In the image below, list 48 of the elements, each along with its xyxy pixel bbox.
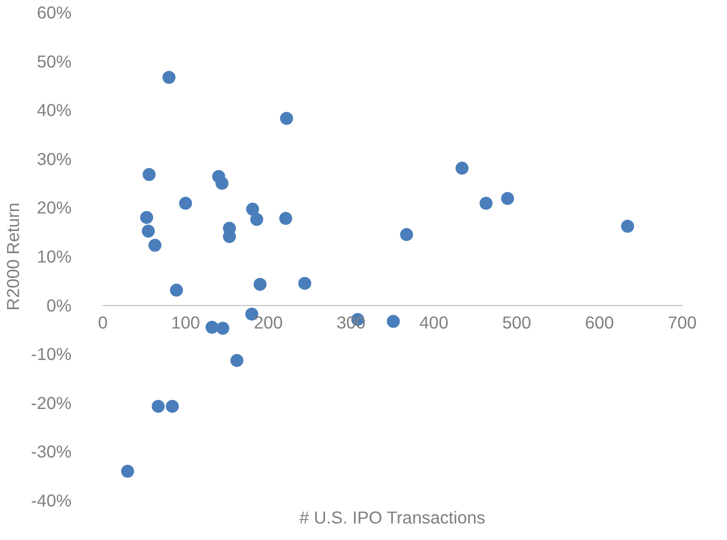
x-tick-label: 200 <box>254 312 283 332</box>
point <box>152 400 165 413</box>
y-tick-label: 60% <box>36 2 72 22</box>
y-tick-label: 10% <box>36 246 72 266</box>
point <box>254 278 267 291</box>
point <box>215 176 228 190</box>
x-tick-label: 0 <box>98 312 108 332</box>
point <box>140 210 154 224</box>
point <box>298 276 312 290</box>
point <box>179 196 192 210</box>
point <box>246 202 260 216</box>
point <box>621 220 634 233</box>
point <box>456 162 469 175</box>
x-tick-label: 500 <box>502 312 532 332</box>
y-tick-label: -20% <box>31 392 72 413</box>
point <box>222 230 236 243</box>
point <box>501 192 514 205</box>
point <box>142 224 155 238</box>
y-tick-label: 40% <box>36 100 72 120</box>
point <box>280 112 294 125</box>
x-axis-title: # U.S. IPO Transactions <box>299 508 486 528</box>
point <box>480 196 493 210</box>
point <box>216 322 230 335</box>
y-tick-label: -10% <box>31 344 72 364</box>
point <box>206 320 219 334</box>
point <box>142 168 156 182</box>
point <box>162 70 176 84</box>
x-tick-label: 700 <box>668 312 697 332</box>
point <box>230 354 244 367</box>
x-tick-label: 400 <box>419 312 448 332</box>
point <box>170 284 183 297</box>
y-tick-label: 0% <box>46 295 72 316</box>
y-tick-label: -30% <box>31 442 72 462</box>
point <box>121 464 134 478</box>
y-axis-title: R2000 Return <box>3 202 24 310</box>
point <box>279 212 292 225</box>
x-tick-label: 300 <box>336 312 366 332</box>
point <box>166 400 179 413</box>
x-tick-label: 100 <box>171 312 200 332</box>
point <box>386 314 400 328</box>
y-tick-label: 20% <box>36 198 72 218</box>
x-tick-label: 600 <box>584 312 614 332</box>
point <box>148 238 162 252</box>
point <box>250 212 264 226</box>
y-tick-label: 50% <box>36 51 72 72</box>
y-tick-label: -40% <box>31 490 72 510</box>
y-tick-label: 30% <box>36 148 72 169</box>
point <box>400 228 414 242</box>
